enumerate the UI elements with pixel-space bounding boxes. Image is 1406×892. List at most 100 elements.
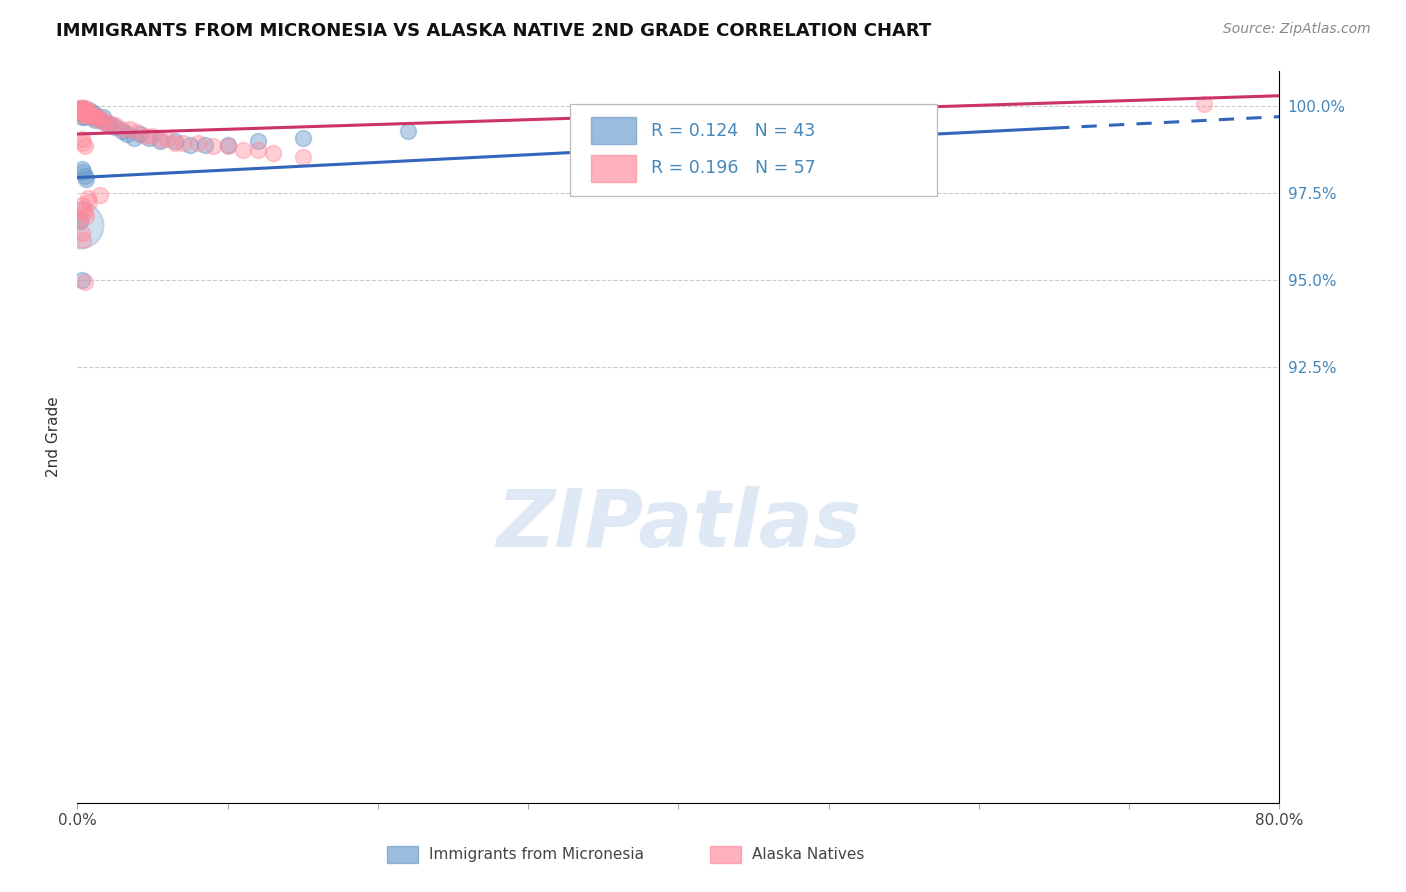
- Point: [172, 136, 194, 150]
- Point: [70, 101, 93, 115]
- FancyBboxPatch shape: [571, 104, 936, 195]
- Point: [70, 198, 93, 212]
- Point: [89, 113, 111, 128]
- Point: [69, 106, 91, 120]
- Point: [69, 101, 91, 115]
- Point: [72, 202, 94, 216]
- Point: [75, 106, 97, 120]
- Point: [67, 103, 90, 117]
- Point: [75, 104, 97, 119]
- Point: [86, 112, 108, 126]
- Point: [79, 194, 101, 209]
- Point: [96, 115, 118, 129]
- Text: Alaska Natives: Alaska Natives: [752, 847, 865, 862]
- Point: [115, 127, 138, 141]
- Point: [70, 104, 93, 119]
- Point: [89, 188, 111, 202]
- Point: [187, 136, 209, 150]
- Point: [70, 108, 93, 122]
- Point: [194, 137, 217, 152]
- Point: [163, 136, 186, 150]
- Point: [291, 150, 314, 164]
- Point: [111, 121, 134, 136]
- Point: [73, 169, 96, 183]
- Point: [67, 104, 90, 119]
- Point: [83, 108, 105, 122]
- Point: [84, 113, 107, 128]
- Point: [156, 132, 179, 146]
- Point: [69, 212, 91, 227]
- Text: IMMIGRANTS FROM MICRONESIA VS ALASKA NATIVE 2ND GRADE CORRELATION CHART: IMMIGRANTS FROM MICRONESIA VS ALASKA NAT…: [56, 22, 932, 40]
- Text: Source: ZipAtlas.com: Source: ZipAtlas.com: [1223, 22, 1371, 37]
- Point: [69, 214, 91, 228]
- Point: [246, 134, 269, 148]
- Point: [100, 117, 122, 131]
- Point: [72, 103, 94, 117]
- Point: [141, 128, 163, 143]
- Y-axis label: 2nd Grade: 2nd Grade: [45, 397, 60, 477]
- FancyBboxPatch shape: [591, 155, 637, 182]
- Point: [76, 106, 98, 120]
- Point: [246, 143, 269, 157]
- Point: [742, 110, 765, 124]
- Point: [82, 110, 104, 124]
- Point: [89, 112, 111, 126]
- Point: [91, 115, 114, 129]
- Point: [149, 134, 172, 148]
- Point: [82, 108, 104, 122]
- Point: [70, 227, 93, 241]
- Point: [201, 139, 224, 153]
- Point: [70, 103, 93, 117]
- Point: [118, 121, 141, 136]
- Point: [104, 119, 127, 133]
- Point: [79, 103, 101, 117]
- Point: [67, 101, 90, 115]
- Point: [69, 103, 91, 117]
- Point: [70, 132, 93, 146]
- Point: [72, 106, 94, 120]
- Text: ZIPatlas: ZIPatlas: [496, 486, 860, 564]
- Point: [262, 146, 284, 161]
- Point: [138, 130, 160, 145]
- Point: [73, 101, 96, 115]
- Point: [69, 218, 91, 232]
- Point: [73, 108, 96, 122]
- Point: [75, 172, 97, 186]
- Point: [73, 103, 96, 117]
- Point: [75, 108, 97, 122]
- Point: [72, 165, 94, 179]
- Point: [96, 117, 118, 131]
- Text: R = 0.196   N = 57: R = 0.196 N = 57: [651, 160, 815, 178]
- Point: [72, 101, 94, 115]
- Point: [79, 104, 101, 119]
- Point: [75, 209, 97, 223]
- Point: [163, 134, 186, 148]
- Point: [72, 104, 94, 119]
- Point: [124, 130, 146, 145]
- FancyBboxPatch shape: [591, 117, 637, 145]
- Point: [100, 119, 122, 133]
- Point: [73, 110, 96, 124]
- Point: [104, 120, 127, 134]
- Point: [70, 161, 93, 176]
- Point: [73, 275, 96, 289]
- Point: [72, 233, 94, 247]
- Point: [80, 108, 103, 122]
- Point: [84, 112, 107, 126]
- Point: [149, 132, 172, 146]
- Point: [217, 139, 239, 153]
- Point: [134, 128, 156, 143]
- Point: [111, 123, 134, 137]
- Point: [73, 205, 96, 219]
- Point: [70, 273, 93, 287]
- Point: [396, 123, 419, 137]
- Point: [129, 127, 152, 141]
- Point: [127, 125, 149, 139]
- Point: [72, 136, 94, 150]
- Text: R = 0.124   N = 43: R = 0.124 N = 43: [651, 121, 815, 140]
- Point: [291, 130, 314, 145]
- Point: [73, 139, 96, 153]
- Text: Immigrants from Micronesia: Immigrants from Micronesia: [429, 847, 644, 862]
- Point: [217, 137, 239, 152]
- Point: [91, 110, 114, 124]
